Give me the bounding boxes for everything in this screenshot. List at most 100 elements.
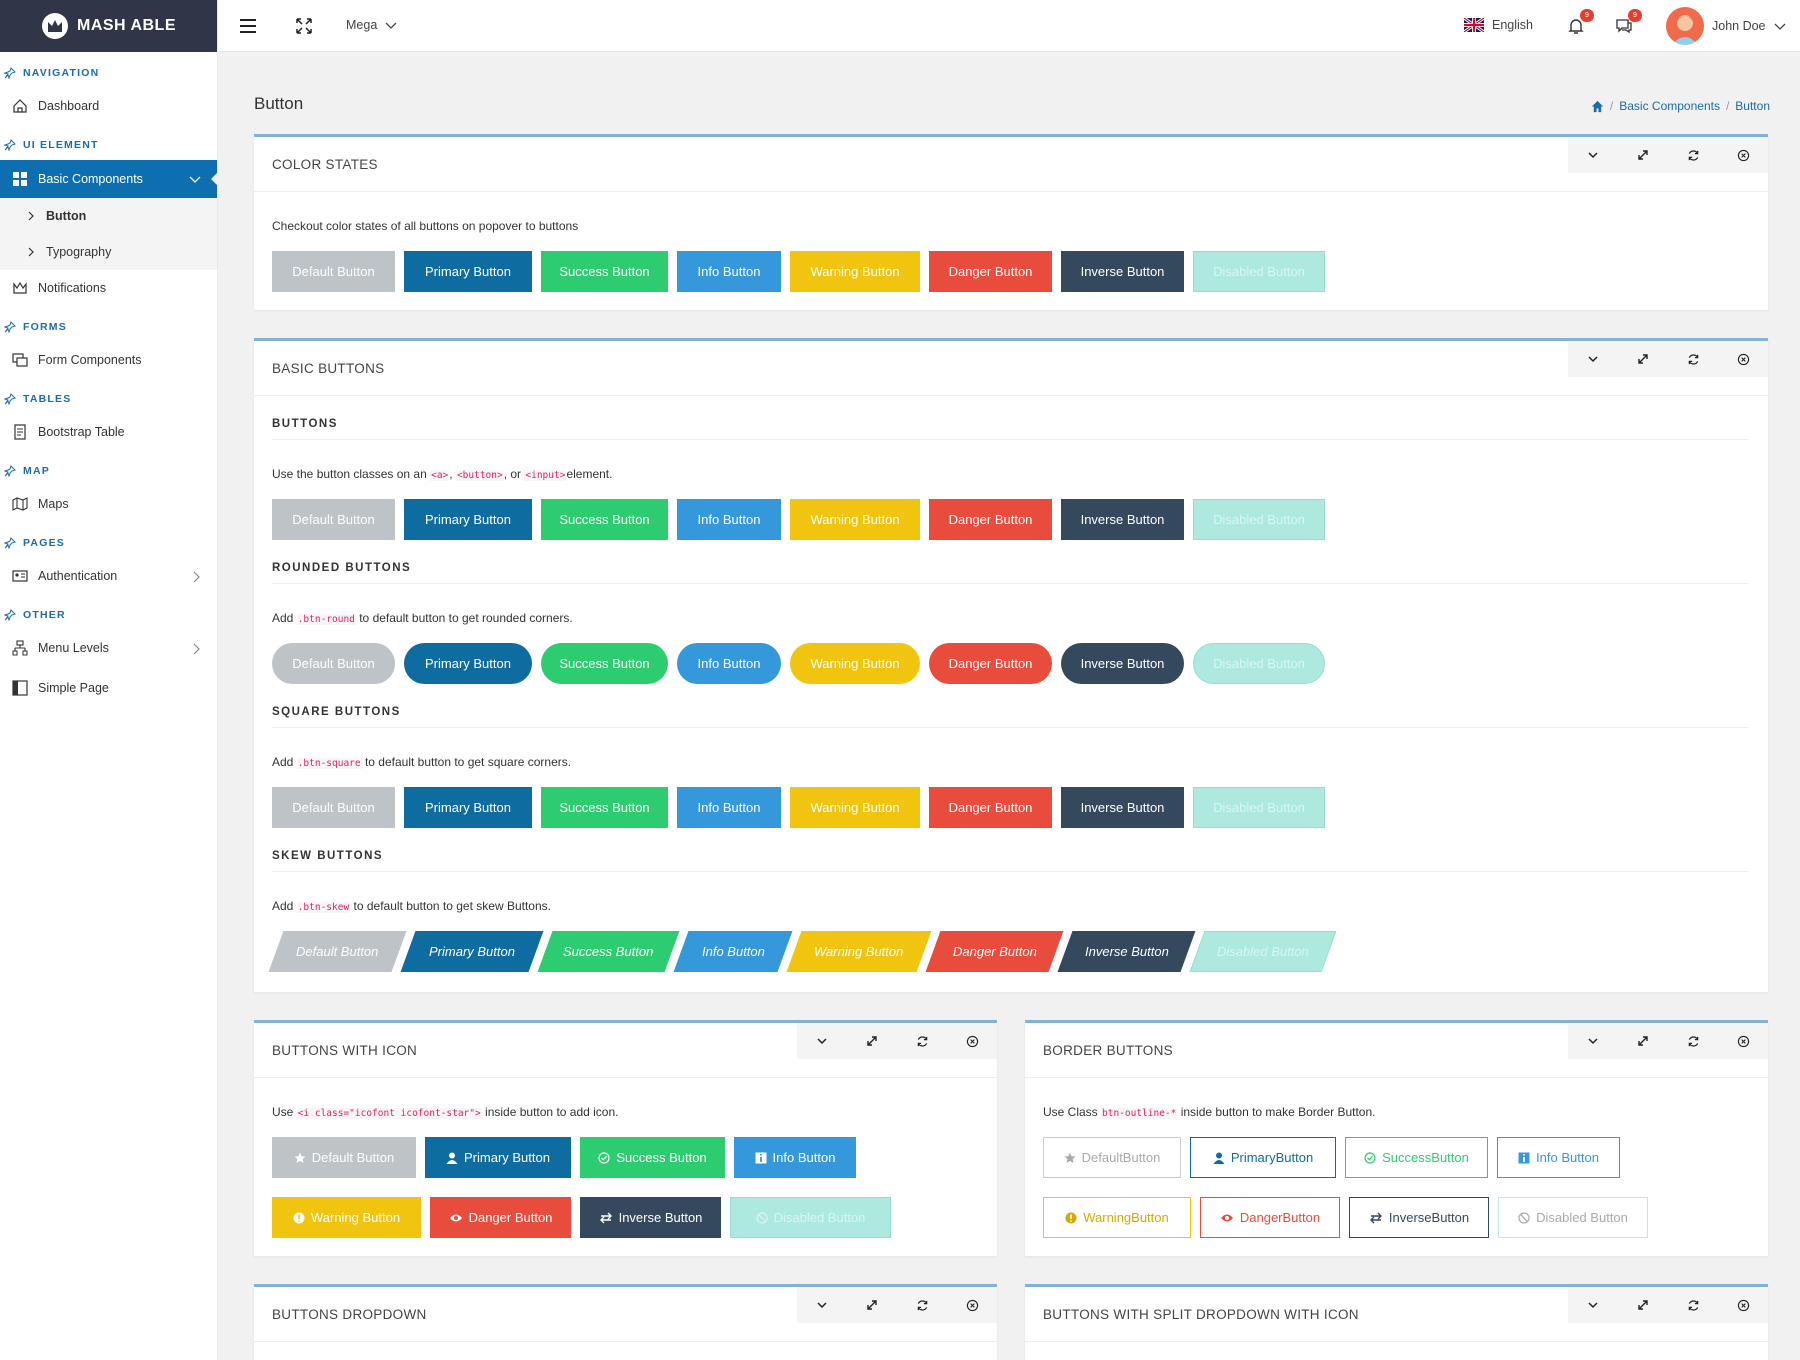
breadcrumb-current[interactable]: Button [1735,99,1770,113]
primary-button[interactable]: Primary Button [404,251,532,292]
maximize-button[interactable] [847,1287,897,1323]
success-button[interactable]: Success Button [541,251,668,292]
refresh-button[interactable] [897,1023,947,1059]
maximize-button[interactable] [1618,1287,1668,1323]
sidebar-item-form-components[interactable]: Form Components [0,342,217,378]
outline-warning-button[interactable]: WarningButton [1043,1197,1191,1238]
success-button[interactable]: Success Button [541,643,668,684]
primary-button[interactable]: Primary Button [404,787,532,828]
refresh-button[interactable] [1668,137,1718,173]
collapse-button[interactable] [1568,1023,1618,1059]
home-icon[interactable] [1591,100,1604,113]
mega-menu-dropdown[interactable]: Mega [346,18,397,32]
outline-inverse-button[interactable]: InverseButton [1349,1197,1489,1238]
close-card-button[interactable] [1718,1287,1768,1323]
warning-button[interactable]: Warning Button [790,499,920,540]
primary-button[interactable]: Primary Button [404,499,532,540]
danger-button[interactable]: Danger Button [929,251,1052,292]
danger-button[interactable]: Danger Button [929,499,1052,540]
messages-button[interactable]: 9 [1614,9,1642,36]
inverse-button[interactable]: Inverse Button [1061,499,1184,540]
outline-primary-button[interactable]: PrimaryButton [1190,1137,1336,1178]
success-button[interactable]: Success Button [580,1137,725,1178]
default-button[interactable]: Default Button [272,643,395,684]
danger-button[interactable]: Danger Button [929,787,1052,828]
outline-info-button[interactable]: Info Button [1497,1137,1620,1178]
sidebar-item-basic-components[interactable]: Basic Components [0,160,218,198]
danger-button[interactable]: Danger Button [929,643,1052,684]
topbar: Mega English 9 9 John Doe [218,0,1800,52]
user-profile-menu[interactable]: John Doe [1666,7,1786,45]
menu-toggle-button[interactable] [238,16,258,36]
danger-button[interactable]: Danger Button [430,1197,571,1238]
collapse-button[interactable] [1568,1287,1618,1323]
inverse-button[interactable]: Inverse Button [1057,931,1196,972]
outline-success-button[interactable]: SuccessButton [1345,1137,1488,1178]
fullscreen-button[interactable] [294,16,314,36]
warning-button[interactable]: Warning Button [790,787,920,828]
refresh-button[interactable] [897,1287,947,1323]
success-button[interactable]: Success Button [541,499,668,540]
maximize-button[interactable] [1618,341,1668,377]
breadcrumb-link[interactable]: Basic Components [1619,99,1720,113]
maximize-button[interactable] [1618,137,1668,173]
info-button[interactable]: Info Button [677,787,781,828]
outline-danger-button[interactable]: DangerButton [1200,1197,1340,1238]
warning-button[interactable]: Warning Button [790,643,920,684]
sidebar-item-authentication[interactable]: Authentication [0,558,217,594]
sidebar-item-button[interactable]: Button [0,198,217,234]
default-button[interactable]: Default Button [268,931,407,972]
logo[interactable]: MASH ABLE [0,0,217,52]
default-button[interactable]: Default Button [272,1137,416,1178]
default-button[interactable]: Default Button [272,787,395,828]
user-icon [446,1152,458,1164]
sidebar-item-menu-levels[interactable]: Menu Levels [0,630,217,666]
info-button[interactable]: Info Button [677,251,781,292]
collapse-button[interactable] [1568,137,1618,173]
check-circle-icon [1364,1151,1376,1164]
close-card-button[interactable] [947,1023,997,1059]
sidebar-item-simple-page[interactable]: Simple Page [0,670,217,706]
refresh-button[interactable] [1668,1287,1718,1323]
refresh-button[interactable] [1668,1023,1718,1059]
maximize-button[interactable] [847,1023,897,1059]
success-button[interactable]: Success Button [541,787,668,828]
inverse-button[interactable]: Inverse Button [1061,787,1184,828]
maximize-button[interactable] [1618,1023,1668,1059]
primary-button[interactable]: Primary Button [404,643,532,684]
primary-button[interactable]: Primary Button [400,931,544,972]
info-button[interactable]: Info Button [677,643,781,684]
close-card-button[interactable] [1718,341,1768,377]
inverse-button[interactable]: Inverse Button [580,1197,721,1238]
sidebar-item-dashboard[interactable]: Dashboard [0,88,217,124]
language-selector[interactable]: English [1464,18,1533,32]
default-button[interactable]: Default Button [272,499,395,540]
close-card-button[interactable] [947,1287,997,1323]
warning-button[interactable]: Warning Button [272,1197,421,1238]
inverse-button[interactable]: Inverse Button [1061,643,1184,684]
primary-button[interactable]: Primary Button [425,1137,571,1178]
collapse-button[interactable] [1568,341,1618,377]
notifications-button[interactable]: 9 [1566,9,1594,36]
default-button[interactable]: Default Button [272,251,395,292]
warning-button[interactable]: Warning Button [786,931,932,972]
close-card-button[interactable] [1718,1023,1768,1059]
inverse-button[interactable]: Inverse Button [1061,251,1184,292]
expand-icon [296,18,312,34]
outline-default-button[interactable]: DefaultButton [1043,1137,1181,1178]
success-button[interactable]: Success Button [537,931,680,972]
collapse-button[interactable] [797,1287,847,1323]
warning-button[interactable]: Warning Button [790,251,920,292]
sidebar-item-typography[interactable]: Typography [0,234,217,270]
info-button[interactable]: Info Button [673,931,793,972]
close-card-button[interactable] [1718,137,1768,173]
refresh-button[interactable] [1668,341,1718,377]
sidebar-item-maps[interactable]: Maps [0,486,217,522]
expand-arrows-icon [1638,150,1648,160]
info-button[interactable]: Info Button [734,1137,856,1178]
collapse-button[interactable] [797,1023,847,1059]
sidebar-item-bootstrap-table[interactable]: Bootstrap Table [0,414,217,450]
sidebar-item-notifications[interactable]: Notifications [0,270,217,306]
info-button[interactable]: Info Button [677,499,781,540]
danger-button[interactable]: Danger Button [925,931,1064,972]
